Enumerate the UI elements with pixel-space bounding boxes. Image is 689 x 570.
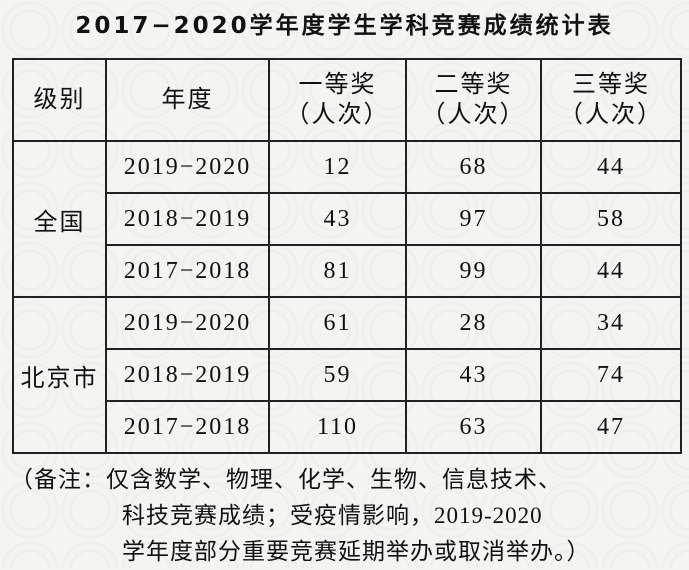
value-cell: 12 bbox=[268, 140, 407, 194]
note-line: 学年度部分重要竞赛延期举办或取消举办。） bbox=[122, 539, 591, 564]
award-unit: （人次） bbox=[285, 102, 390, 128]
value-cell: 68 bbox=[405, 140, 542, 194]
year-cell: 2019−2020 bbox=[105, 296, 270, 350]
award-unit: （人次） bbox=[559, 102, 663, 128]
value-cell: 43 bbox=[268, 192, 407, 246]
value-cell: 97 bbox=[405, 192, 542, 246]
group-cell: 全国 bbox=[12, 140, 107, 298]
note-line: 科技竞赛成绩；受疫情影响，2019-2020 bbox=[122, 503, 543, 528]
value-cell: 74 bbox=[540, 348, 682, 402]
value-cell: 47 bbox=[540, 400, 682, 454]
year-cell: 2019−2020 bbox=[105, 140, 270, 194]
header-cell: 三等奖 （人次） bbox=[540, 58, 682, 142]
award-name: 二等奖 bbox=[434, 72, 513, 98]
header-cell: 年度 bbox=[105, 58, 270, 142]
year-cell: 2017−2018 bbox=[105, 400, 270, 454]
value-cell: 110 bbox=[268, 400, 407, 454]
value-cell: 81 bbox=[268, 244, 407, 298]
table-row: 2018−2019 43 97 58 bbox=[13, 192, 682, 246]
award-name: 一等奖 bbox=[298, 72, 377, 98]
table-row: 北京市 2019−2020 61 28 34 bbox=[12, 296, 682, 454]
group-cell: 北京市 bbox=[12, 296, 107, 454]
table-row: 2017−2018 110 63 47 bbox=[13, 400, 682, 454]
header-row: 级别 年度 一等奖 （人次） 二等奖 （人次） 三等奖 （人次） bbox=[12, 58, 682, 142]
header-cell: 二等奖 （人次） bbox=[405, 58, 542, 142]
score-table: 级别 年度 一等奖 （人次） 二等奖 （人次） 三等奖 （人次） 全国 2019−2020 1… bbox=[12, 58, 682, 454]
title: 2017−2020学年度学生学科竞赛成绩统计表 bbox=[75, 13, 614, 39]
note: （备注：仅含数学、物理、化学、生物、信息技术、科技竞赛成绩；受疫情影响，2019… bbox=[10, 462, 591, 570]
value-cell: 43 bbox=[405, 348, 542, 402]
year-cell: 2018−2019 bbox=[105, 192, 270, 246]
header-cell: 级别 bbox=[12, 58, 107, 142]
table-row: 2018−2019 59 43 74 bbox=[13, 348, 682, 402]
year-cell: 2017−2018 bbox=[105, 244, 270, 298]
header-cell: 一等奖 （人次） bbox=[268, 58, 407, 142]
award-unit: （人次） bbox=[421, 102, 526, 128]
value-cell: 34 bbox=[540, 296, 682, 350]
value-cell: 44 bbox=[540, 244, 682, 298]
table-row: 全国 2019−2020 12 68 44 bbox=[12, 140, 682, 298]
value-cell: 63 bbox=[405, 400, 542, 454]
table-row: 2017−2018 81 99 44 bbox=[13, 244, 682, 298]
year-cell: 2018−2019 bbox=[105, 348, 270, 402]
note-line: （备注：仅含数学、物理、化学、生物、信息技术、 bbox=[10, 467, 562, 492]
value-cell: 99 bbox=[405, 244, 542, 298]
award-name: 三等奖 bbox=[572, 72, 650, 98]
value-cell: 58 bbox=[540, 192, 682, 246]
value-cell: 28 bbox=[405, 296, 542, 350]
value-cell: 44 bbox=[540, 140, 682, 194]
value-cell: 59 bbox=[268, 348, 407, 402]
value-cell: 61 bbox=[268, 296, 407, 350]
